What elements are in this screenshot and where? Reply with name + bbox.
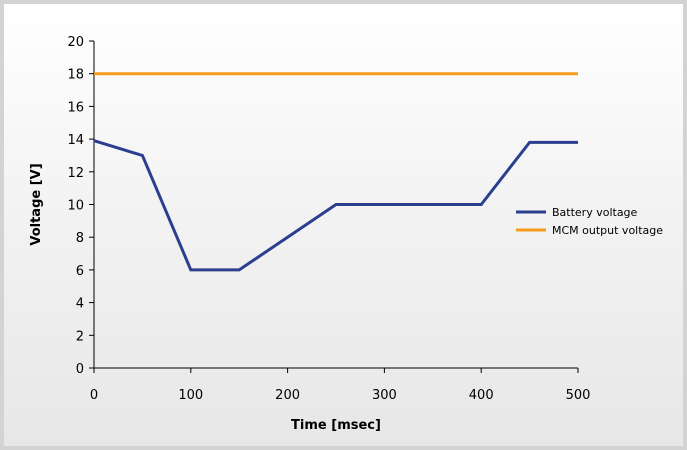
legend-label: Battery voltage bbox=[552, 206, 638, 219]
x-tick-label: 100 bbox=[178, 388, 203, 403]
legend: Battery voltage MCM output voltage bbox=[516, 206, 663, 237]
y-axis-ticks: 0 2 4 6 8 10 12 14 16 18 20 bbox=[67, 35, 94, 377]
x-tick-label: 300 bbox=[372, 388, 397, 403]
y-tick-label: 4 bbox=[76, 297, 84, 312]
x-tick-label: 400 bbox=[469, 388, 494, 403]
x-axis-title: Time [msec] bbox=[291, 418, 381, 433]
x-tick-label: 500 bbox=[566, 388, 591, 403]
x-axis-ticks: 0 100 200 300 400 500 bbox=[90, 368, 591, 403]
x-tick-label: 200 bbox=[275, 388, 300, 403]
y-axis-title: Voltage [V] bbox=[29, 163, 44, 245]
y-tick-label: 18 bbox=[67, 68, 84, 83]
chart-panel: 0 2 4 6 8 10 12 14 16 18 20 0 100 200 300 400 500 Time … bbox=[4, 4, 683, 446]
series-line-0 bbox=[93, 139, 578, 272]
y-tick-label: 16 bbox=[67, 100, 84, 115]
x-tick-label: 0 bbox=[90, 388, 98, 403]
y-tick-label: 12 bbox=[67, 166, 84, 181]
y-tick-label: 2 bbox=[76, 329, 84, 344]
line-chart: 0 2 4 6 8 10 12 14 16 18 20 0 100 200 300 400 500 Time … bbox=[29, 35, 663, 433]
series-layer bbox=[93, 72, 578, 272]
y-tick-label: 10 bbox=[67, 199, 84, 214]
y-tick-label: 0 bbox=[76, 362, 84, 377]
y-tick-label: 14 bbox=[67, 133, 84, 148]
y-tick-label: 20 bbox=[67, 35, 84, 50]
y-tick-label: 8 bbox=[76, 231, 84, 246]
y-tick-label: 6 bbox=[76, 264, 84, 279]
legend-label: MCM output voltage bbox=[552, 224, 663, 237]
